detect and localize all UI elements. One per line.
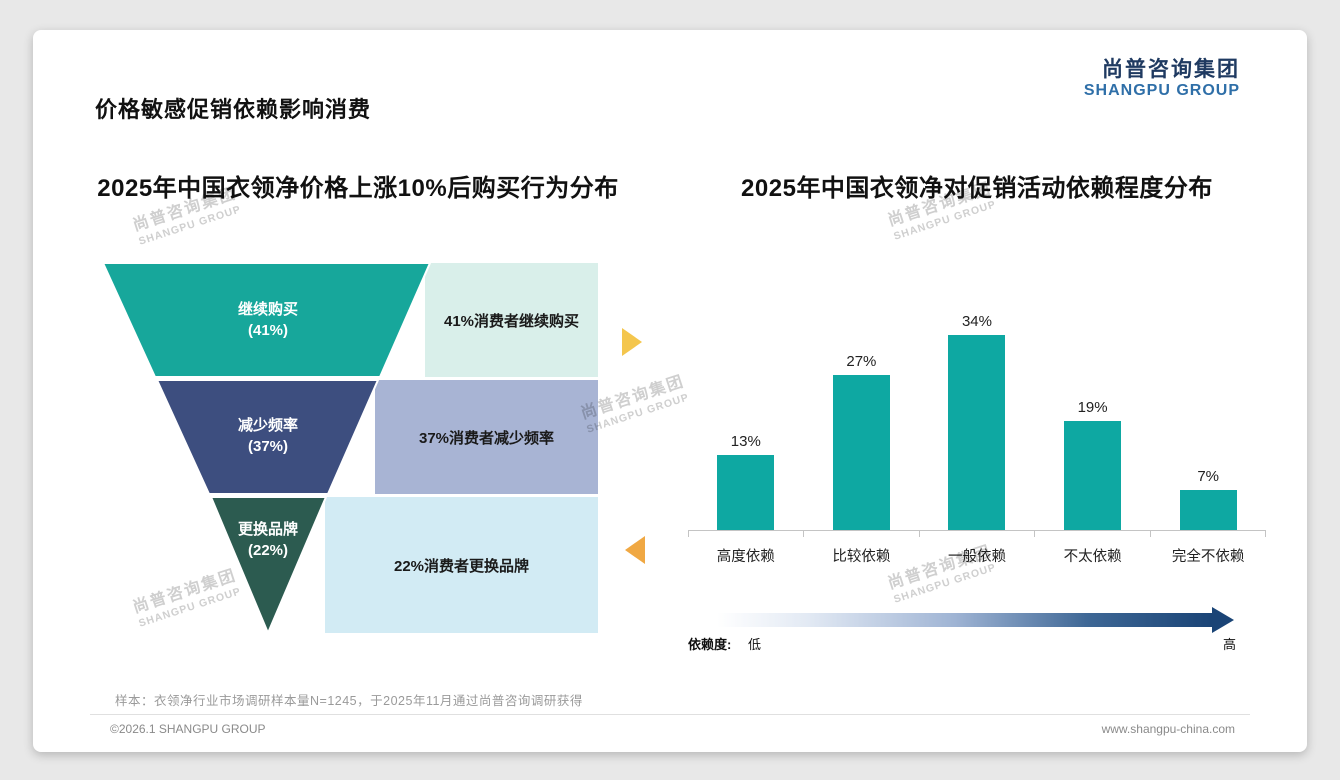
bar-category-label: 高度依赖	[716, 549, 775, 565]
bar-value-label: 13%	[730, 433, 761, 451]
page-title: 价格敏感促销依赖影响消费	[95, 97, 372, 122]
bar-chart-bars: 13% 27% 34% 19% 7%	[688, 310, 1266, 530]
stage-name: 继续购买	[237, 301, 298, 318]
watermark-en: SHANGPU GROUP	[892, 198, 998, 243]
bar-chart-categories: 高度依赖 比较依赖 一般依赖 不太依赖 完全不依赖	[688, 545, 1266, 566]
bar-chart: 13% 27% 34% 19% 7% 高度依赖 比较依赖 一般依赖 不太依赖 完全不依赖	[688, 310, 1267, 566]
funnel-stage-shape	[103, 263, 432, 378]
orange-left-arrow-icon	[625, 536, 645, 564]
gradient-arrow-head-icon	[1212, 607, 1234, 633]
dependence-gradient-arrow	[717, 607, 1234, 633]
stage-name: 更换品牌	[237, 521, 298, 538]
footer-divider	[90, 714, 1250, 715]
dependence-axis-labels: 依赖度: 低 高	[688, 634, 1266, 652]
watermark-en: SHANGPU GROUP	[137, 203, 243, 248]
bar-category-label: 完全不依赖	[1171, 549, 1245, 565]
funnel-stage-label: 更换品牌 (22%)	[143, 519, 393, 561]
gradient-arrow-body	[717, 613, 1212, 627]
funnel-shapes	[103, 263, 432, 633]
logo-chinese-name: 尚普咨询集团	[1102, 58, 1240, 81]
bar-slot: 13%	[688, 433, 804, 530]
funnel-chart: 41%消费者继续购买 37%消费者减少频率 22%消费者更换品牌 继续购买 (4…	[103, 263, 598, 633]
bar-category-label: 一般依赖	[947, 549, 1006, 565]
funnel-chart-title: 2025年中国衣领净价格上涨10%后购买行为分布	[97, 175, 619, 202]
axis-tick	[920, 531, 1036, 537]
funnel-note-box: 41%消费者继续购买	[425, 263, 598, 377]
funnel-stage-shape	[209, 496, 328, 633]
bar-slot: 7%	[1150, 468, 1266, 530]
slide: 价格敏感促销依赖影响消费 尚普咨询集团 SHANGPU GROUP 2025年中…	[33, 30, 1307, 752]
stage-name: 减少频率	[237, 417, 298, 434]
watermark-en: SHANGPU GROUP	[585, 391, 691, 436]
dependence-axis-title: 依赖度:	[688, 637, 732, 652]
bar-value-label: 7%	[1197, 467, 1220, 485]
funnel-stage-label: 减少频率 (37%)	[143, 415, 393, 457]
axis-tick	[804, 531, 920, 537]
stage-pct: (22%)	[247, 542, 288, 559]
funnel-note-box: 22%消费者更换品牌	[325, 497, 598, 633]
bar-chart-title: 2025年中国衣领净对促销活动依赖程度分布	[741, 175, 1213, 202]
footer-website: www.shangpu-china.com	[1101, 722, 1235, 736]
sample-note: 样本：衣领净行业市场调研样本量N=1245，于2025年11月通过尚普咨询调研获…	[115, 694, 583, 708]
funnel-stage-shape	[155, 379, 380, 495]
bar-slot: 27%	[804, 353, 920, 530]
bar-value-label: 19%	[1077, 398, 1108, 416]
dependence-low-label: 低	[748, 637, 762, 652]
bar	[1064, 420, 1122, 530]
dependence-high-label: 高	[1222, 637, 1236, 652]
bar-category-label: 比较依赖	[832, 549, 891, 565]
funnel-note-box: 37%消费者减少频率	[375, 380, 598, 494]
yellow-right-arrow-icon	[622, 328, 642, 356]
bar-slot: 19%	[1035, 399, 1151, 530]
funnel-stage-label: 继续购买 (41%)	[143, 299, 393, 341]
company-logo: 尚普咨询集团 SHANGPU GROUP	[1084, 58, 1240, 101]
axis-tick	[688, 531, 805, 537]
bar	[717, 455, 775, 530]
bar-slot: 34%	[919, 312, 1035, 530]
logo-english-name: SHANGPU GROUP	[1083, 82, 1240, 100]
bar	[832, 374, 890, 530]
axis-tick	[1151, 531, 1267, 537]
bar-value-label: 27%	[846, 352, 877, 370]
footer-copyright: ©2026.1 SHANGPU GROUP	[110, 722, 266, 736]
bar	[948, 334, 1006, 530]
bar-category-label: 不太依赖	[1063, 549, 1122, 565]
stage-pct: (41%)	[247, 322, 288, 339]
axis-tick	[1035, 531, 1151, 537]
stage-pct: (37%)	[247, 438, 288, 455]
watermark-en: SHANGPU GROUP	[892, 561, 998, 606]
bar	[1179, 489, 1237, 530]
bar-value-label: 34%	[961, 312, 992, 330]
bar-chart-axis	[688, 530, 1267, 537]
